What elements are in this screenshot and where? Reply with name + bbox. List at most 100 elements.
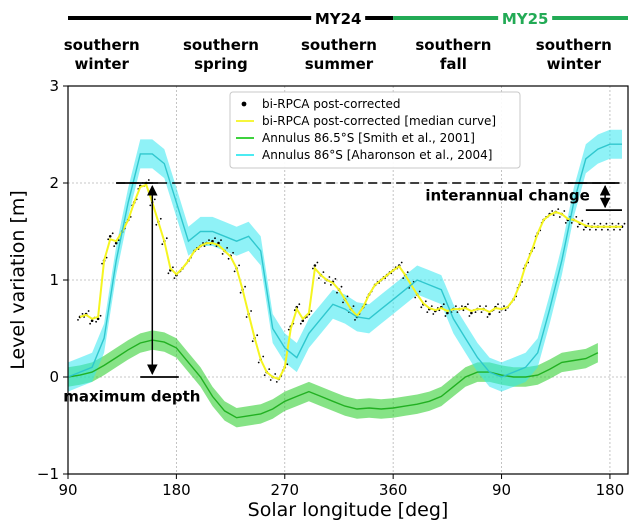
- series-point-jitter-b-0-31: [263, 374, 266, 376]
- series-point-jitter-a-0-54: [406, 271, 409, 273]
- series-point-jitter-b-0-37: [299, 322, 302, 325]
- season-label-1-0: southern: [183, 36, 259, 54]
- series-point-jitter-a-0-60: [442, 303, 445, 306]
- x-tick-label-2: 270: [270, 481, 299, 499]
- series-point-jitter-a-0-87: [605, 222, 608, 225]
- series-point-jitter-b-0-3: [95, 320, 97, 323]
- series-point-jitter-a-0-86: [599, 222, 602, 225]
- series-line-1: [79, 183, 622, 381]
- series-point-jitter-b-0-82: [570, 222, 573, 224]
- series-point-jitter-b-0-33: [275, 381, 278, 383]
- series-point-jitter-b-0-13: [155, 223, 158, 226]
- series-point-jitter-a-0-3: [99, 314, 102, 317]
- series-point-jitter-a-0-23: [220, 239, 222, 242]
- legend: bi-RPCA post-corrected bi-RPCA post-corre…: [229, 91, 521, 169]
- series-point-jitter-a-0-25: [232, 251, 235, 254]
- y-tick-label-1: 0: [49, 368, 59, 386]
- series-point-jitter-b-0-21: [203, 245, 206, 248]
- series-point-jitter-b-0-57: [420, 306, 423, 309]
- series-point-jitter-b-0-30: [257, 361, 260, 364]
- series-point-jitter-a-0-45: [352, 305, 355, 307]
- x-tick-label-3: 360: [379, 481, 408, 499]
- series-point-jitter-b-0-44: [342, 301, 344, 304]
- series-point-jitter-b-0-2: [89, 322, 91, 325]
- series-band-3: [68, 129, 622, 392]
- series-point-jitter-a-0-53: [400, 261, 403, 264]
- annotation-maximum-depth: maximum depth: [63, 387, 200, 405]
- x-tick-label-1: 180: [162, 481, 191, 499]
- series-point-jitter-b-0-32: [269, 379, 272, 381]
- series-point-jitter-a-0-32: [274, 373, 277, 375]
- series-point-jitter-b-0-70: [498, 311, 501, 313]
- annotation-interannual-change: interannual change: [425, 186, 590, 204]
- series-point-jitter-a-0-83: [581, 219, 584, 222]
- series-point-jitter-b-0-71: [504, 309, 507, 312]
- series-point-jitter-a-0-38: [310, 310, 313, 312]
- series-point-jitter-a-0-31: [268, 368, 271, 370]
- season-label-3-1: fall: [440, 55, 467, 73]
- series-point-jitter-a-0-88: [611, 222, 614, 225]
- series-point-jitter-b-0-63: [456, 311, 459, 313]
- season-label-3-0: southern: [415, 36, 491, 54]
- annotations: interannual change maximum depth: [63, 182, 622, 405]
- x-tick-label-0: 90: [58, 481, 77, 499]
- series-point-jitter-a-0-41: [328, 276, 331, 278]
- series-point-jitter-a-0-63: [461, 305, 463, 307]
- year-label-0: MY24: [315, 10, 362, 28]
- season-label-0-0: southern: [64, 36, 140, 54]
- series-point-jitter-a-0-36: [298, 303, 301, 306]
- series-point-jitter-a-0-34: [286, 363, 289, 366]
- series-point-jitter-b-0-15: [167, 272, 170, 275]
- series-point-jitter-b-0-83: [576, 225, 579, 228]
- series-point-jitter-b-0-16: [173, 277, 176, 279]
- series-point-jitter-a-0-24: [226, 247, 229, 249]
- series-point-0-37: [301, 319, 305, 323]
- series-point-jitter-a-0-67: [485, 305, 487, 307]
- series-point-jitter-b-0-39: [312, 267, 314, 270]
- series-point-jitter-a-0-69: [497, 303, 499, 306]
- series-point-jitter-a-0-26: [238, 264, 241, 267]
- series-point-jitter-a-0-22: [214, 237, 216, 240]
- series-point-jitter-b-0-24: [221, 253, 224, 255]
- series-point-jitter-b-0-40: [318, 277, 320, 279]
- season-label-2-1: summer: [305, 55, 374, 73]
- season-label-4-0: southern: [536, 36, 612, 54]
- series-point-jitter-a-0-64: [467, 303, 469, 306]
- series-point-jitter-b-0-25: [227, 257, 230, 260]
- series-point-jitter-a-0-58: [430, 305, 433, 307]
- series-point-jitter-a-0-15: [172, 266, 174, 269]
- series-point-jitter-a-0-66: [479, 305, 481, 307]
- series-point-jitter-b-0-6: [113, 245, 116, 248]
- series-point-jitter-b-0-41: [324, 282, 326, 284]
- series-point-jitter-a-0-57: [424, 300, 427, 303]
- legend-box: [229, 91, 521, 169]
- series-point-jitter-a-0-84: [587, 222, 590, 225]
- season-labels: southernwintersouthernspringsouthernsumm…: [64, 36, 612, 73]
- series-point-jitter-b-0-42: [330, 284, 332, 286]
- y-axis-title: Level variation [m]: [7, 190, 29, 370]
- series-point-jitter-b-0-66: [474, 311, 477, 313]
- series-point-jitter-b-0-58: [426, 311, 429, 313]
- series-point-jitter-a-0-1: [87, 310, 90, 312]
- series-point-jitter-a-0-4: [105, 256, 108, 259]
- series-point-0-68: [488, 312, 491, 316]
- series-points: [77, 179, 626, 383]
- y-axis-ticks: −1 0 1 2 3: [37, 77, 68, 483]
- series-point-jitter-a-0-40: [322, 271, 325, 273]
- series-point-jitter-a-0-20: [202, 242, 204, 244]
- series-point-jitter-b-0-85: [589, 228, 591, 231]
- series-point-jitter-a-0-30: [262, 355, 265, 358]
- y-tick-label-4: 3: [49, 77, 59, 95]
- series-point-jitter-a-0-11: [147, 179, 150, 181]
- series-point-jitter-b-0-89: [613, 228, 615, 231]
- series-point-jitter-b-0-61: [444, 315, 447, 317]
- series-point-jitter-b-0-80: [558, 216, 561, 218]
- series-point-jitter-b-0-14: [161, 243, 164, 246]
- series-bands: [68, 129, 622, 428]
- series-point-jitter-b-0-5: [107, 238, 110, 241]
- series-point-jitter-a-0-39: [316, 261, 319, 264]
- series-point-jitter-a-0-21: [208, 239, 210, 242]
- series-point-jitter-a-0-80: [563, 210, 566, 212]
- series-point-jitter-a-0-13: [159, 217, 162, 220]
- series-point-jitter-b-0-12: [149, 204, 152, 207]
